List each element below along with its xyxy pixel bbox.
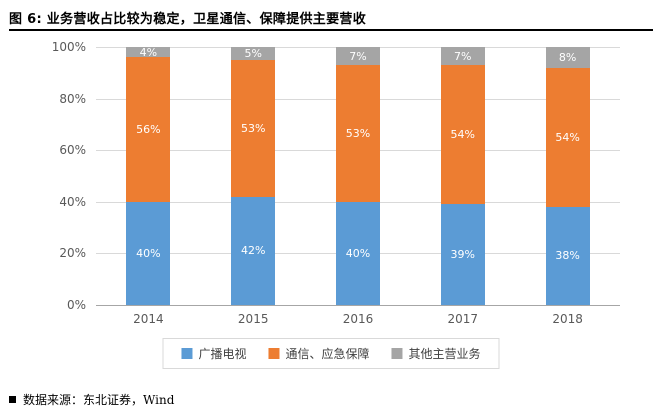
y-tick-label: 40%: [59, 194, 86, 209]
data-label: 5%: [244, 46, 262, 60]
bar-segment-series-1: 53%: [231, 59, 276, 197]
legend-swatch-icon: [181, 348, 193, 359]
data-label: 40%: [136, 246, 161, 260]
legend-item: 其他主营业务: [391, 345, 481, 362]
legend-label: 通信、应急保障: [285, 347, 370, 361]
legend: 广播电视 通信、应急保障 其他主营业务: [162, 338, 500, 369]
bar-segment-series-1: 56%: [126, 57, 171, 202]
figure-title: 图 6: 业务营收占比较为稳定，卫星通信、保障提供主要营收: [9, 12, 366, 27]
bar-segment-series-0: 40%: [335, 201, 380, 305]
x-tick-label: 2017: [447, 312, 479, 326]
data-label: 42%: [240, 244, 266, 258]
stacked-bar: 40% 53% 7%: [335, 47, 380, 305]
y-tick-label: 0%: [66, 298, 86, 312]
data-label: 40%: [345, 246, 371, 260]
plot-area: 40% 56% 4% 42% 53% 5% 40% 53% 7% 39% 54% 7% 38% 54% 8%: [96, 47, 620, 306]
bar-segment-series-1: 54%: [440, 65, 485, 205]
legend-swatch-icon: [268, 348, 280, 359]
data-label: 54%: [450, 128, 475, 142]
y-tick-label: 100%: [51, 40, 86, 54]
bar-segment-series-1: 54%: [545, 67, 590, 207]
legend-label: 广播电视: [198, 347, 247, 361]
bar-segment-series-2: 7%: [335, 47, 380, 66]
bar-segment-series-0: 42%: [231, 196, 276, 305]
stacked-bar: 38% 54% 8%: [545, 47, 590, 305]
data-label: 53%: [240, 121, 266, 135]
x-tick-label: 2016: [342, 312, 374, 326]
x-tick-label: 2015: [237, 312, 269, 326]
bar-segment-series-2: 5%: [231, 46, 276, 60]
x-axis-line: [96, 305, 620, 306]
source-note: 数据来源：东北证券，Wind: [9, 391, 174, 408]
source-text: 数据来源：东北证券，Wind: [23, 393, 175, 407]
bar-segment-series-0: 39%: [440, 204, 485, 305]
x-tick-label: 2014: [133, 312, 164, 326]
bars-container: 40% 56% 4% 42% 53% 5% 40% 53% 7% 39% 54% 7% 38% 54% 8%: [96, 47, 620, 305]
y-tick-label: 80%: [59, 91, 86, 106]
legend-label: 其他主营业务: [408, 347, 481, 361]
data-label: 4%: [139, 45, 158, 59]
bar-column: 40% 53% 7%: [306, 47, 411, 305]
data-label: 7%: [454, 49, 472, 63]
data-label: 38%: [555, 249, 580, 263]
bar-segment-series-2: 8%: [545, 47, 590, 68]
bar-segment-series-2: 4%: [126, 45, 171, 59]
bar-segment-series-1: 53%: [335, 65, 380, 202]
data-label: 7%: [349, 49, 367, 63]
bar-column: 42% 53% 5%: [201, 47, 306, 305]
stacked-bar: 40% 56% 4%: [126, 45, 171, 305]
data-label: 54%: [555, 130, 580, 144]
stacked-bar: 42% 53% 5%: [231, 46, 276, 305]
y-tick-label: 20%: [59, 246, 86, 261]
legend-item: 通信、应急保障: [268, 345, 370, 362]
x-tick-label: 2018: [552, 312, 583, 326]
bar-column: 39% 54% 7%: [410, 47, 515, 305]
bar-segment-series-2: 7%: [440, 47, 485, 66]
bar-column: 40% 56% 4%: [96, 47, 201, 305]
bar-segment-series-0: 38%: [545, 206, 590, 305]
legend-item: 广播电视: [181, 345, 246, 362]
y-axis: 100% 80% 60% 40% 20% 0%: [0, 40, 86, 312]
legend-swatch-icon: [391, 348, 403, 359]
bar-column: 38% 54% 8%: [515, 47, 620, 305]
y-tick-label: 60%: [59, 143, 86, 158]
data-label: 53%: [345, 126, 371, 140]
stacked-bar: 39% 54% 7%: [440, 47, 485, 305]
bar-segment-series-0: 40%: [126, 201, 171, 305]
data-label: 8%: [558, 50, 577, 64]
source-bullet-icon: [9, 396, 16, 403]
title-underline: [9, 29, 653, 31]
data-label: 39%: [450, 248, 475, 262]
x-axis: 2014 2015 2016 2017 2018: [96, 312, 620, 326]
data-label: 56%: [136, 123, 161, 137]
